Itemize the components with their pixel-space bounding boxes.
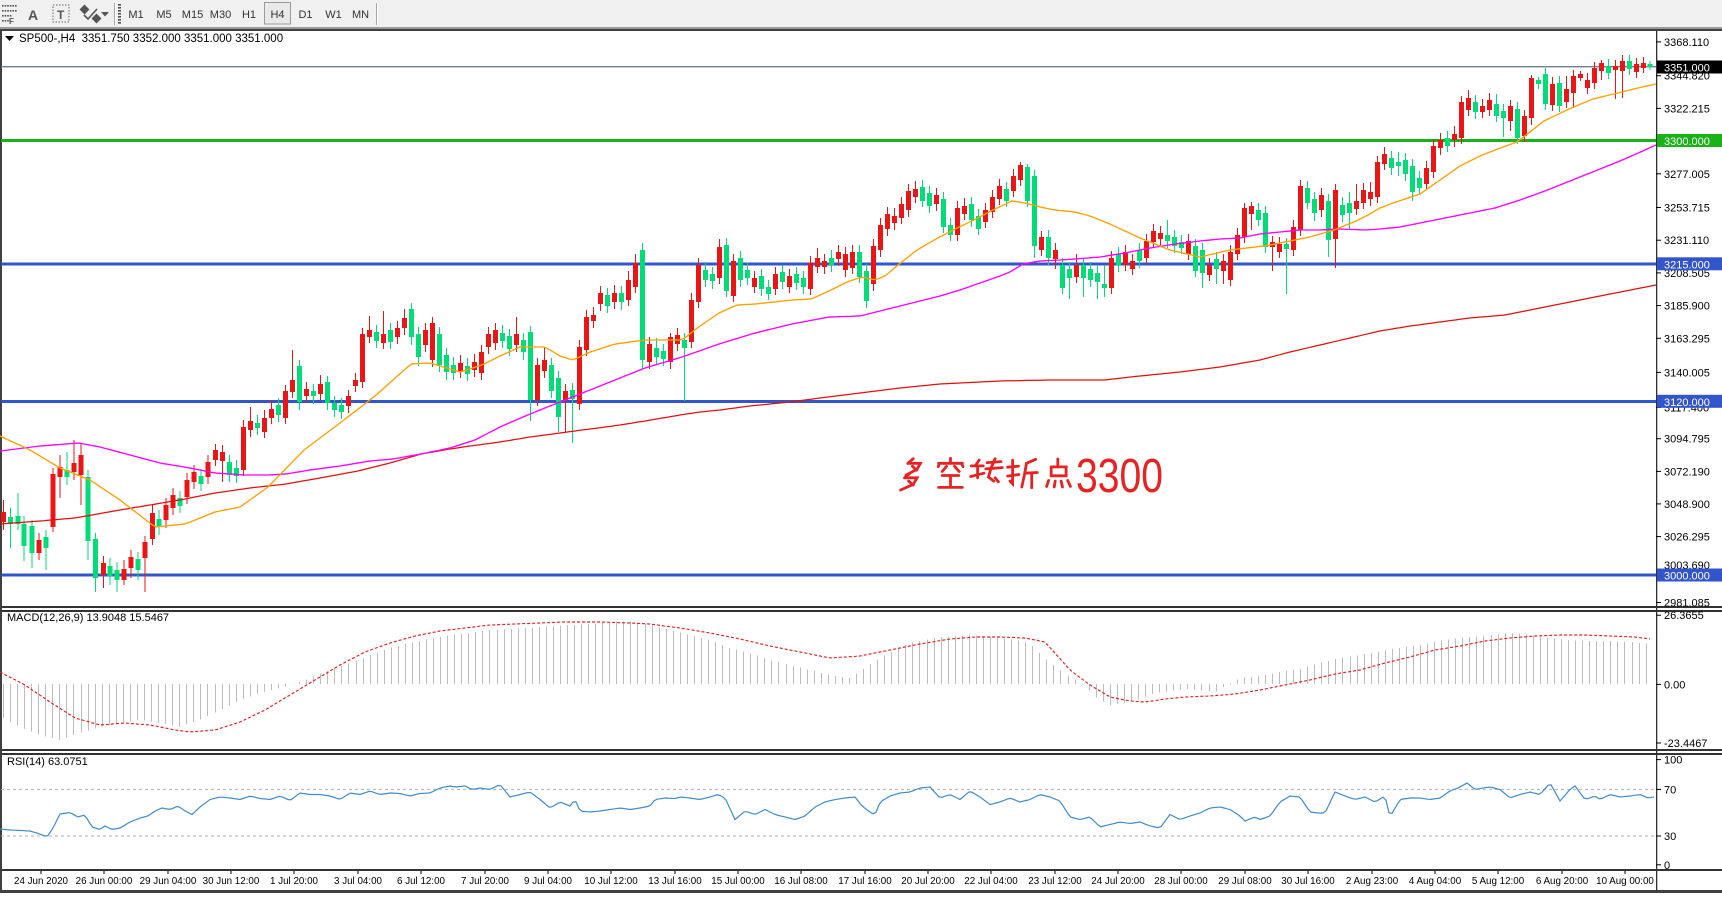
svg-text:26.3655: 26.3655 [1664,610,1704,622]
svg-text:29 Jul 08:00: 29 Jul 08:00 [1218,876,1272,887]
svg-text:T: T [57,8,65,22]
svg-text:SP500-,H4 3351.750 3352.000 3: SP500-,H4 3351.750 3352.000 3351.000 335… [19,33,283,45]
svg-text:3277.005: 3277.005 [1664,169,1710,181]
svg-text:30 Jun 12:00: 30 Jun 12:00 [203,876,260,887]
svg-text:6 Aug 20:00: 6 Aug 20:00 [1536,876,1589,887]
svg-text:9 Jul 04:00: 9 Jul 04:00 [524,876,572,887]
svg-text:10 Jul 12:00: 10 Jul 12:00 [584,876,638,887]
svg-text:3322.215: 3322.215 [1664,103,1710,115]
svg-text:3072.190: 3072.190 [1664,466,1710,478]
svg-text:24 Jun 2020: 24 Jun 2020 [14,876,68,887]
svg-text:3094.795: 3094.795 [1664,434,1710,446]
svg-text:-23.4467: -23.4467 [1664,738,1707,750]
svg-text:2981.085: 2981.085 [1664,598,1710,610]
svg-text:30: 30 [1664,831,1676,843]
svg-text:3 Jul 04:00: 3 Jul 04:00 [334,876,382,887]
svg-text:0.00: 0.00 [1664,679,1685,691]
svg-text:20 Jul 20:00: 20 Jul 20:00 [901,876,955,887]
svg-text:3344.820: 3344.820 [1664,71,1710,83]
svg-text:M1: M1 [128,9,143,21]
svg-text:0: 0 [1664,860,1670,872]
svg-text:3351.000: 3351.000 [1664,63,1710,75]
svg-text:70: 70 [1664,784,1676,796]
svg-text:1 Jul 20:00: 1 Jul 20:00 [270,876,318,887]
svg-text:3048.900: 3048.900 [1664,499,1710,511]
svg-text:22 Jul 04:00: 22 Jul 04:00 [964,876,1018,887]
svg-text:3026.295: 3026.295 [1664,532,1710,544]
svg-text:D1: D1 [298,9,312,21]
svg-text:A: A [28,7,38,23]
svg-text:7 Jul 20:00: 7 Jul 20:00 [461,876,509,887]
svg-text:23 Jul 12:00: 23 Jul 12:00 [1028,876,1082,887]
svg-text:16 Jul 08:00: 16 Jul 08:00 [774,876,828,887]
svg-text:4 Aug 04:00: 4 Aug 04:00 [1409,876,1462,887]
svg-text:H1: H1 [242,9,256,21]
svg-text:M5: M5 [156,9,171,21]
svg-text:3300.000: 3300.000 [1664,136,1710,148]
svg-text:3185.900: 3185.900 [1664,301,1710,313]
svg-text:100: 100 [1664,755,1682,767]
svg-text:15 Jul 00:00: 15 Jul 00:00 [711,876,765,887]
svg-text:3253.715: 3253.715 [1664,203,1710,215]
svg-text:3120.000: 3120.000 [1664,397,1710,409]
svg-text:29 Jun 04:00: 29 Jun 04:00 [140,876,197,887]
svg-text:26 Jun 00:00: 26 Jun 00:00 [76,876,133,887]
svg-text:28 Jul 00:00: 28 Jul 00:00 [1154,876,1208,887]
svg-text:M30: M30 [210,9,231,21]
svg-text:F: F [9,17,14,26]
svg-text:H4: H4 [270,9,284,21]
svg-text:17 Jul 16:00: 17 Jul 16:00 [838,876,892,887]
svg-text:MACD(12,26,9) 13.9048 15.5467: MACD(12,26,9) 13.9048 15.5467 [7,612,169,624]
svg-text:10 Aug 00:00: 10 Aug 00:00 [1596,876,1654,887]
svg-text:13 Jul 16:00: 13 Jul 16:00 [648,876,702,887]
svg-text:3140.005: 3140.005 [1664,367,1710,379]
svg-text:3215.000: 3215.000 [1664,259,1710,271]
svg-text:3300: 3300 [1076,450,1163,503]
svg-text:3231.110: 3231.110 [1664,235,1709,247]
svg-text:6 Jul 12:00: 6 Jul 12:00 [397,876,445,887]
svg-text:MN: MN [352,9,369,21]
svg-text:RSI(14) 63.0751: RSI(14) 63.0751 [7,756,88,768]
svg-text:24 Jul 20:00: 24 Jul 20:00 [1091,876,1145,887]
svg-text:W1: W1 [325,9,342,21]
svg-text:3368.110: 3368.110 [1664,37,1709,49]
svg-text:2 Aug 23:00: 2 Aug 23:00 [1346,876,1399,887]
svg-text:3208.505: 3208.505 [1664,268,1710,280]
svg-text:3000.000: 3000.000 [1664,571,1710,583]
svg-text:30 Jul 16:00: 30 Jul 16:00 [1281,876,1335,887]
svg-text:3163.295: 3163.295 [1664,333,1710,345]
svg-text:5 Aug 12:00: 5 Aug 12:00 [1472,876,1525,887]
svg-text:M15: M15 [182,9,203,21]
